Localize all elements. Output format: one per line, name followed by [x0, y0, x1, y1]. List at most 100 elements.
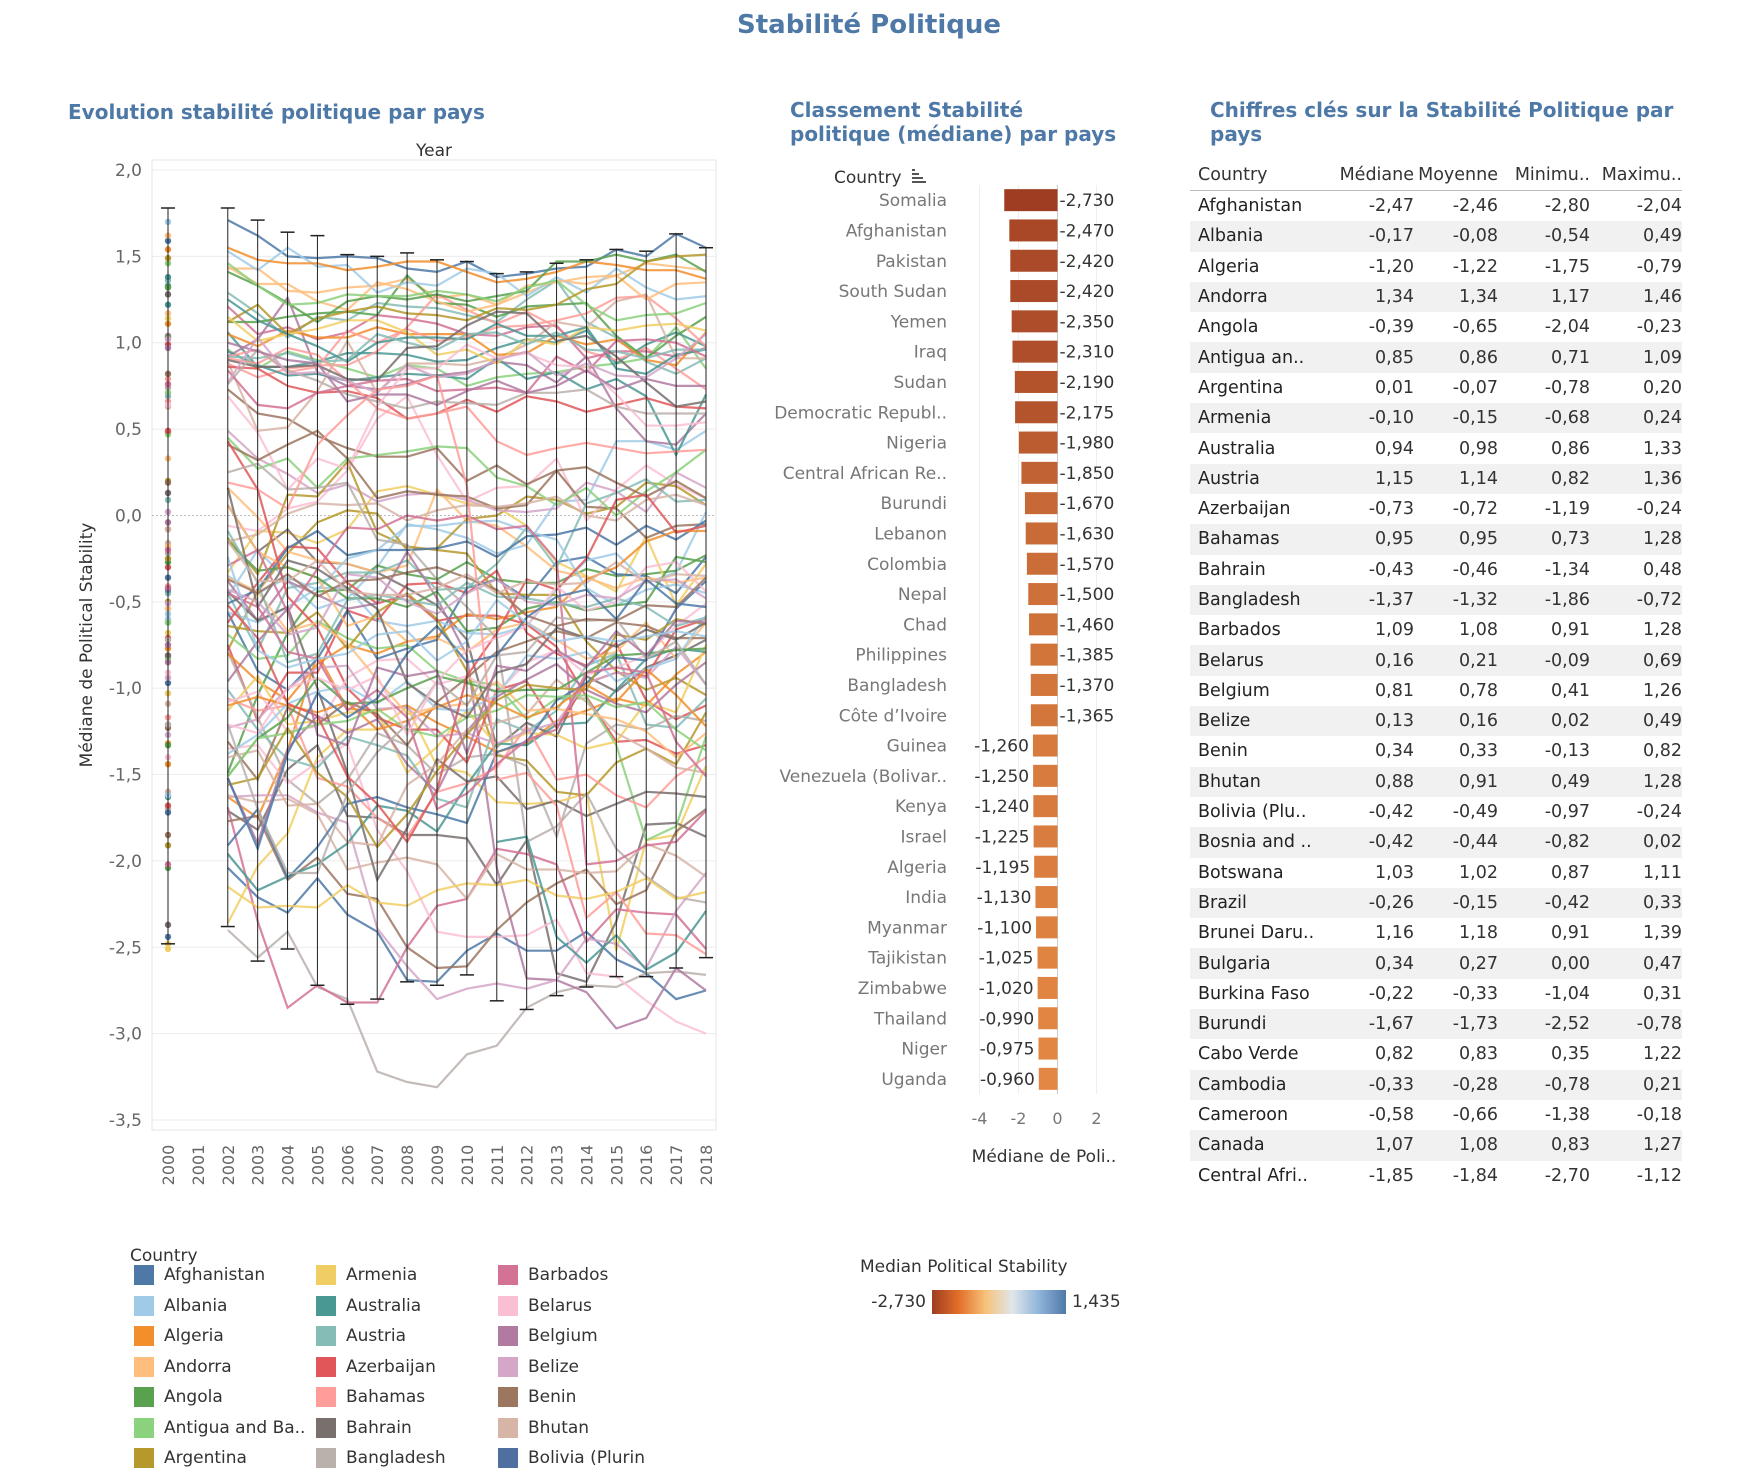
- bar-chart[interactable]: Country Somalia -2,730 Afghanistan -2,470 Pak…: [760, 160, 1140, 1200]
- country-legend-item[interactable]: Armenia: [316, 1264, 417, 1286]
- table-row[interactable]: Bulgaria 0,34 0,27 0,00 0,47: [1190, 948, 1682, 979]
- bar[interactable]: [1004, 189, 1058, 212]
- bar[interactable]: [1021, 461, 1058, 484]
- bar[interactable]: [1038, 1067, 1058, 1090]
- bar[interactable]: [1009, 219, 1058, 242]
- table-row[interactable]: Belgium 0,81 0,78 0,41 1,26: [1190, 676, 1682, 706]
- table-row[interactable]: Angola -0,39 -0,65 -2,04 -0,23: [1190, 312, 1682, 342]
- country-legend-item[interactable]: Australia: [316, 1295, 421, 1317]
- table-row[interactable]: Burundi -1,67 -1,73 -2,52 -0,78: [1190, 1009, 1682, 1040]
- bar[interactable]: [1010, 280, 1058, 303]
- table-row[interactable]: Benin 0,34 0,33 -0,13 0,82: [1190, 736, 1682, 766]
- bar[interactable]: [1029, 613, 1058, 636]
- table-row[interactable]: Bosnia and .. -0,42 -0,44 -0,82 0,02: [1190, 827, 1682, 858]
- bar[interactable]: [1030, 673, 1058, 696]
- bar[interactable]: [1025, 522, 1058, 545]
- cell-mean: 0,83: [1459, 1044, 1498, 1065]
- col-median[interactable]: Médiane: [1320, 160, 1414, 191]
- country-legend-item[interactable]: Benin: [498, 1386, 576, 1408]
- table-row[interactable]: Botswana 1,03 1,02 0,87 1,11: [1190, 858, 1682, 888]
- table-row[interactable]: Central Afri.. -1,85 -1,84 -2,70 -1,12: [1190, 1161, 1682, 1191]
- bar[interactable]: [1018, 431, 1058, 454]
- bar[interactable]: [1033, 764, 1058, 787]
- series-line[interactable]: [496, 835, 707, 972]
- country-legend-item[interactable]: Bahrain: [316, 1417, 412, 1439]
- bar[interactable]: [1014, 370, 1058, 393]
- country-legend-item[interactable]: Belgium: [498, 1325, 598, 1347]
- table-row[interactable]: Canada 1,07 1,08 0,83 1,27: [1190, 1130, 1682, 1161]
- table-row[interactable]: Belize 0,13 0,16 0,02 0,49: [1190, 706, 1682, 737]
- country-legend-item[interactable]: Andorra: [134, 1356, 232, 1378]
- table-row[interactable]: Bhutan 0,88 0,91 0,49 1,28: [1190, 766, 1682, 797]
- series-line[interactable]: [227, 929, 707, 1089]
- bar[interactable]: [1033, 825, 1058, 848]
- table-row[interactable]: Argentina 0,01 -0,07 -0,78 0,20: [1190, 373, 1682, 403]
- sort-icon[interactable]: [912, 169, 926, 183]
- country-legend-item[interactable]: Argentina: [134, 1447, 247, 1469]
- bar[interactable]: [1033, 795, 1058, 818]
- bar[interactable]: [1035, 886, 1058, 909]
- bar[interactable]: [1024, 492, 1058, 515]
- series-line[interactable]: [227, 794, 707, 1001]
- bar[interactable]: [1037, 976, 1058, 999]
- table-row[interactable]: Armenia -0,10 -0,15 -0,68 0,24: [1190, 403, 1682, 434]
- table-row[interactable]: Brunei Daru.. 1,16 1,18 0,91 1,39: [1190, 918, 1682, 948]
- table-row[interactable]: Cabo Verde 0,82 0,83 0,35 1,22: [1190, 1039, 1682, 1069]
- country-legend-item[interactable]: Bhutan: [498, 1417, 589, 1439]
- line-chart[interactable]: 2,0 1,5 1,0 0,5 0,0 -0,5 -1,0 -1,5 -2,0 -2,5 -3,0 -…: [0, 130, 740, 1200]
- bar[interactable]: [1036, 916, 1058, 939]
- table-row[interactable]: Antigua an.. 0,85 0,86 0,71 1,09: [1190, 342, 1682, 373]
- country-legend-item[interactable]: Angola: [134, 1386, 223, 1408]
- table-row[interactable]: Bolivia (Plu.. -0,42 -0,49 -0,97 -0,24: [1190, 797, 1682, 827]
- country-legend-item[interactable]: Austria: [316, 1325, 406, 1347]
- country-legend-item[interactable]: Bangladesh: [316, 1447, 446, 1469]
- table-row[interactable]: Burkina Faso -0,22 -0,33 -1,04 0,31: [1190, 979, 1682, 1009]
- bar[interactable]: [1012, 340, 1058, 363]
- table-row[interactable]: Brazil -0,26 -0,15 -0,42 0,33: [1190, 887, 1682, 919]
- bar[interactable]: [1030, 704, 1058, 727]
- col-min[interactable]: Minimu..: [1498, 160, 1590, 191]
- bar-country-header[interactable]: Country: [834, 168, 902, 188]
- bar[interactable]: [1026, 552, 1058, 575]
- cell-country: Algeria: [1198, 256, 1260, 277]
- country-legend-item[interactable]: Albania: [134, 1295, 227, 1317]
- country-legend-item[interactable]: Barbados: [498, 1264, 608, 1286]
- table-row[interactable]: Austria 1,15 1,14 0,82 1,36: [1190, 463, 1682, 494]
- table-row[interactable]: Bangladesh -1,37 -1,32 -1,86 -0,72: [1190, 584, 1682, 616]
- bar[interactable]: [1034, 855, 1058, 878]
- bar[interactable]: [1038, 1007, 1058, 1030]
- country-legend-item[interactable]: Belize: [498, 1356, 579, 1378]
- table-row[interactable]: Andorra 1,34 1,34 1,17 1,46: [1190, 281, 1682, 313]
- table-row[interactable]: Bahrain -0,43 -0,46 -1,34 0,48: [1190, 555, 1682, 585]
- bar[interactable]: [1010, 249, 1058, 272]
- bar[interactable]: [1038, 1037, 1058, 1060]
- country-legend-item[interactable]: Afghanistan: [134, 1264, 265, 1286]
- table-row[interactable]: Algeria -1,20 -1,22 -1,75 -0,79: [1190, 252, 1682, 282]
- country-legend-item[interactable]: Azerbaijan: [316, 1356, 436, 1378]
- table-row[interactable]: Belarus 0,16 0,21 -0,09 0,69: [1190, 645, 1682, 676]
- bar[interactable]: [1028, 583, 1058, 606]
- legend-swatch: [316, 1417, 336, 1438]
- country-legend-item[interactable]: Bahamas: [316, 1386, 425, 1408]
- country-legend-item[interactable]: Antigua and Ba..: [134, 1417, 305, 1439]
- table-row[interactable]: Cameroon -0,58 -0,66 -1,38 -0,18: [1190, 1100, 1682, 1130]
- table-row[interactable]: Azerbaijan -0,73 -0,72 -1,19 -0,24: [1190, 494, 1682, 524]
- table-row[interactable]: Bahamas 0,95 0,95 0,73 1,28: [1190, 524, 1682, 555]
- bar[interactable]: [1032, 734, 1058, 757]
- table-row[interactable]: Afghanistan -2,47 -2,46 -2,80 -2,04: [1190, 191, 1682, 222]
- country-legend-item[interactable]: Belarus: [498, 1295, 592, 1317]
- col-country[interactable]: Country: [1190, 160, 1320, 191]
- col-mean[interactable]: Moyenne: [1414, 160, 1498, 191]
- bar[interactable]: [1011, 310, 1058, 333]
- bar[interactable]: [1015, 401, 1058, 424]
- table-row[interactable]: Australia 0,94 0,98 0,86 1,33: [1190, 433, 1682, 463]
- series-point-2000[interactable]: [164, 945, 172, 953]
- bar[interactable]: [1037, 946, 1058, 969]
- country-legend-item[interactable]: Algeria: [134, 1325, 224, 1347]
- table-row[interactable]: Albania -0,17 -0,08 -0,54 0,49: [1190, 221, 1682, 252]
- bar[interactable]: [1030, 643, 1058, 666]
- col-max[interactable]: Maximu..: [1590, 160, 1682, 191]
- table-row[interactable]: Barbados 1,09 1,08 0,91 1,28: [1190, 615, 1682, 645]
- country-legend-item[interactable]: Bolivia (Plurin: [498, 1447, 645, 1469]
- table-row[interactable]: Cambodia -0,33 -0,28 -0,78 0,21: [1190, 1069, 1682, 1100]
